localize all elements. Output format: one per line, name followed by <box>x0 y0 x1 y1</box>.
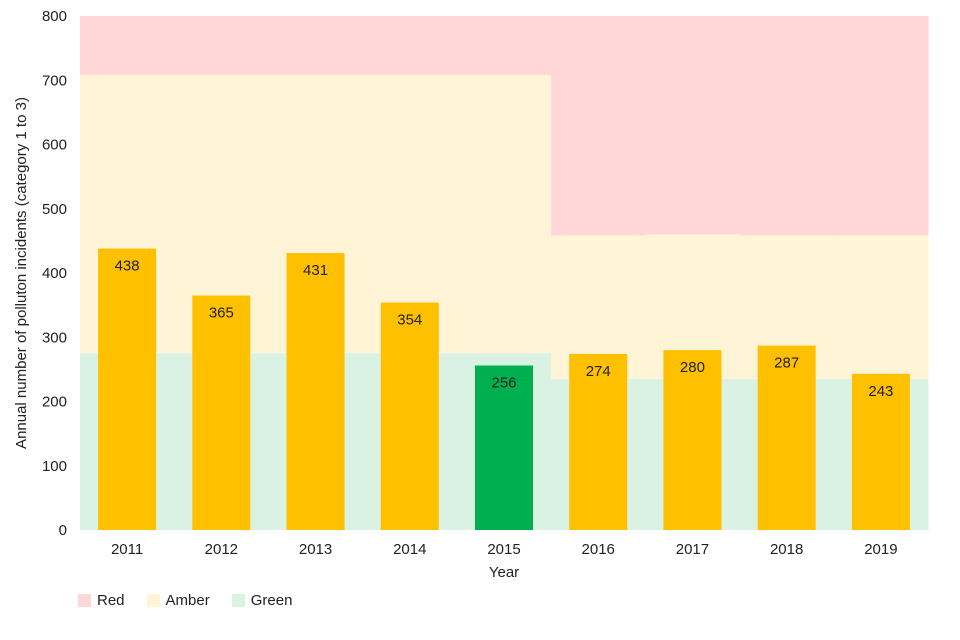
legend-swatch <box>78 594 91 607</box>
band-amber-2019 <box>833 235 929 380</box>
legend-label: Amber <box>165 592 210 609</box>
band-red-2019 <box>833 16 929 236</box>
bar-2011 <box>98 248 157 530</box>
x-tick-label-2018: 2018 <box>770 541 803 558</box>
legend-item-red: Red <box>78 592 125 609</box>
legend-label: Red <box>97 592 125 609</box>
band-red-2012 <box>174 16 269 76</box>
y-tick-label: 800 <box>42 8 67 25</box>
data-label-2015: 256 <box>491 375 516 392</box>
x-tick-label-2014: 2014 <box>393 541 426 558</box>
data-label-2017: 280 <box>680 359 705 376</box>
bar-2018 <box>757 345 816 530</box>
bar-2012 <box>192 295 251 530</box>
x-tick-label-2015: 2015 <box>487 541 520 558</box>
y-tick-label: 400 <box>42 265 67 282</box>
band-red-2016 <box>551 16 646 236</box>
legend-item-green: Green <box>231 592 293 609</box>
band-amber-2015 <box>456 75 552 354</box>
y-tick-label: 0 <box>59 522 67 539</box>
legend-swatch <box>231 594 245 607</box>
x-tick-label-2016: 2016 <box>582 541 615 558</box>
data-label-2011: 438 <box>115 258 140 275</box>
y-axis-title: Annual number of polluton incidents (cat… <box>13 97 30 449</box>
band-red-2014 <box>362 16 458 76</box>
y-tick-label: 500 <box>42 201 67 218</box>
y-tick-label: 600 <box>42 137 67 154</box>
x-tick-label-2011: 2011 <box>111 541 143 558</box>
data-label-2012: 365 <box>209 304 234 321</box>
y-tick-label: 300 <box>42 329 67 346</box>
bar-2013 <box>286 253 345 530</box>
legend-swatch <box>146 594 160 607</box>
legend-label: Green <box>250 592 293 609</box>
data-label-2013: 431 <box>303 262 328 279</box>
data-label-2016: 274 <box>586 363 611 380</box>
x-tick-label-2012: 2012 <box>205 541 238 558</box>
band-red-2018 <box>739 16 835 236</box>
bar-2014 <box>380 302 439 530</box>
bar-2019 <box>851 373 910 530</box>
band-red-2013 <box>268 16 364 76</box>
data-label-2014: 354 <box>397 312 422 329</box>
data-label-2018: 287 <box>774 355 799 372</box>
band-red-2015 <box>456 16 552 76</box>
y-tick-label: 100 <box>42 458 67 475</box>
x-axis-title: Year <box>489 564 519 581</box>
bar-2016 <box>569 353 628 530</box>
x-tick-label-2017: 2017 <box>676 541 709 558</box>
x-tick-label-2013: 2013 <box>299 541 332 558</box>
band-red-2011 <box>80 16 175 76</box>
legend-item-amber: Amber <box>146 592 210 609</box>
bar-2017 <box>663 350 722 530</box>
data-label-2019: 243 <box>868 383 893 400</box>
y-tick-label: 700 <box>42 72 67 89</box>
legend: Red Amber Green <box>78 592 292 609</box>
bar-2015 <box>475 365 533 530</box>
y-tick-label: 200 <box>42 394 67 411</box>
band-red-2017 <box>645 16 741 235</box>
x-tick-label-2019: 2019 <box>864 541 897 558</box>
